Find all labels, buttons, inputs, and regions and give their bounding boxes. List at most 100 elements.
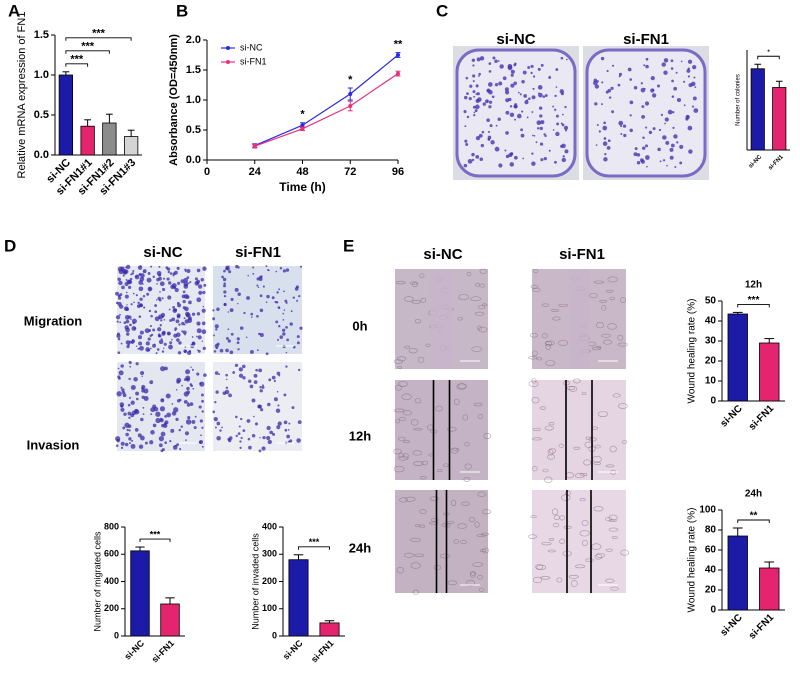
stained-cell (277, 404, 280, 407)
cell (393, 359, 404, 364)
data-point (396, 53, 400, 57)
stained-cell (137, 335, 142, 340)
stained-cell (188, 282, 190, 284)
cell (457, 317, 464, 321)
colony (640, 158, 644, 162)
panel-letter: B (176, 1, 188, 20)
colony (464, 139, 468, 143)
data-point (396, 71, 400, 76)
stained-cell (126, 264, 131, 270)
cell (605, 578, 615, 583)
cell (478, 326, 488, 333)
cell (474, 311, 485, 316)
stained-cell (129, 442, 131, 445)
colony (648, 130, 653, 135)
colony (488, 62, 492, 65)
y-tick-label: 0 (272, 630, 277, 640)
cell (579, 498, 586, 502)
colony (641, 115, 645, 119)
stained-cell (274, 300, 277, 304)
colony (660, 113, 664, 117)
cell (609, 296, 615, 301)
stained-cell (126, 345, 130, 349)
colony (476, 92, 480, 96)
cell (419, 509, 427, 514)
stained-cell (160, 319, 163, 322)
stained-cell (276, 425, 281, 430)
stained-cell (152, 423, 157, 428)
cell (568, 574, 579, 579)
stained-cell (216, 435, 221, 441)
stained-cell (299, 265, 302, 268)
row-label: 0h (352, 318, 367, 333)
stained-cell (262, 285, 265, 288)
cell (412, 450, 423, 456)
stained-cell (258, 332, 261, 336)
cell (528, 380, 539, 387)
cell (556, 577, 563, 583)
stained-cell (178, 341, 182, 345)
colony (508, 153, 513, 158)
colony (607, 88, 612, 93)
colony (608, 96, 612, 99)
y-tick-label: 20 (705, 356, 717, 367)
stained-cell (181, 330, 184, 333)
cell (593, 506, 604, 512)
colony (487, 135, 492, 140)
stained-cell (115, 301, 119, 305)
stained-cell (237, 432, 241, 436)
cell (541, 333, 548, 339)
cell (396, 566, 404, 574)
colony (472, 90, 476, 94)
colony (560, 56, 564, 60)
stained-cell (166, 277, 170, 281)
stained-cell (125, 307, 130, 311)
cell (533, 268, 539, 274)
significance-bracket (65, 63, 89, 67)
stained-cell (286, 434, 290, 439)
stained-cell (290, 310, 293, 313)
y-tick-label: 10 (705, 376, 717, 387)
y-tick-label: 30 (705, 336, 717, 347)
cell (584, 441, 594, 448)
cell (540, 406, 546, 410)
stained-cell (130, 385, 136, 391)
colony (544, 94, 548, 97)
cell (552, 522, 560, 528)
stained-cell (189, 383, 192, 386)
y-tick-label: 20 (705, 585, 717, 596)
stained-cell (212, 410, 216, 414)
stained-cell (126, 428, 129, 432)
stained-cell (239, 446, 242, 449)
bar (727, 313, 748, 402)
stained-cell (135, 294, 138, 297)
significance-bracket (737, 519, 770, 523)
stained-cell (157, 333, 161, 337)
stained-cell (194, 277, 198, 281)
stained-cell (130, 400, 135, 405)
stained-cell (214, 344, 219, 349)
significance-label: *** (92, 28, 106, 40)
stained-cell (267, 269, 270, 272)
y-tick-label: 50 (705, 296, 717, 307)
colony (666, 164, 668, 167)
stained-cell (296, 299, 299, 302)
stained-cell (289, 322, 293, 326)
stained-cell (238, 425, 241, 428)
stained-cell (236, 337, 240, 341)
colony (606, 69, 609, 73)
cell (530, 515, 537, 518)
stained-cell (237, 292, 241, 296)
stained-cell (156, 283, 158, 285)
stained-cell (271, 375, 276, 380)
stained-cell (259, 385, 262, 389)
colony (670, 59, 674, 63)
cell (551, 508, 559, 516)
cell (573, 378, 581, 384)
significance-bracket (737, 303, 770, 308)
colony (528, 97, 531, 101)
colony (537, 67, 541, 71)
stained-cell (214, 324, 219, 329)
stained-cell (141, 395, 145, 399)
